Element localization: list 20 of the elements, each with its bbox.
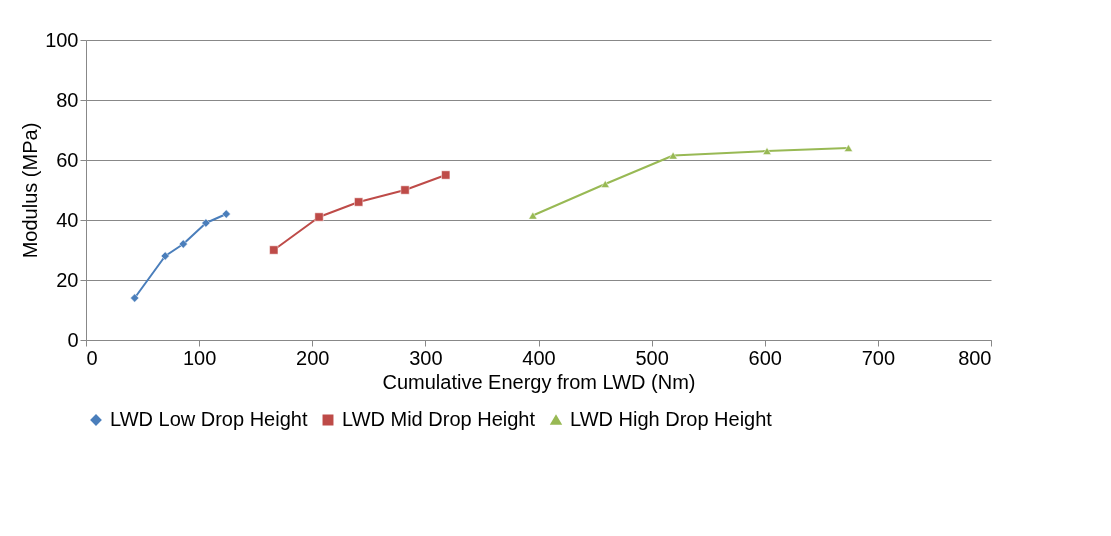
x-tick-label: 700 <box>861 346 896 369</box>
y-tick-label: 40 <box>56 208 79 231</box>
x-tick-label: 800 <box>958 346 992 369</box>
y-tick-label: 0 <box>67 328 79 351</box>
y-tick-label: 20 <box>56 268 79 291</box>
y-tick-label: 60 <box>56 148 79 171</box>
x-tick-label: 600 <box>748 346 782 369</box>
x-tick-label: 100 <box>182 346 217 369</box>
x-tick-label: 0 <box>86 346 98 369</box>
legend-label: LWD High Drop Height <box>570 408 773 430</box>
y-axis-title: Modulus (MPa) <box>19 122 42 259</box>
y-tick-label: 100 <box>45 28 79 51</box>
x-tick-label: 400 <box>522 346 556 369</box>
y-tick-label: 80 <box>56 88 79 111</box>
x-tick-label: 300 <box>409 346 443 369</box>
x-tick-label: 500 <box>635 346 669 369</box>
x-tick-label: 200 <box>296 346 330 369</box>
legend-label: LWD Mid Drop Height <box>342 408 536 430</box>
legend-label: LWD Low Drop Height <box>110 408 308 430</box>
x-axis-title: Cumulative Energy from LWD (Nm) <box>382 370 696 393</box>
